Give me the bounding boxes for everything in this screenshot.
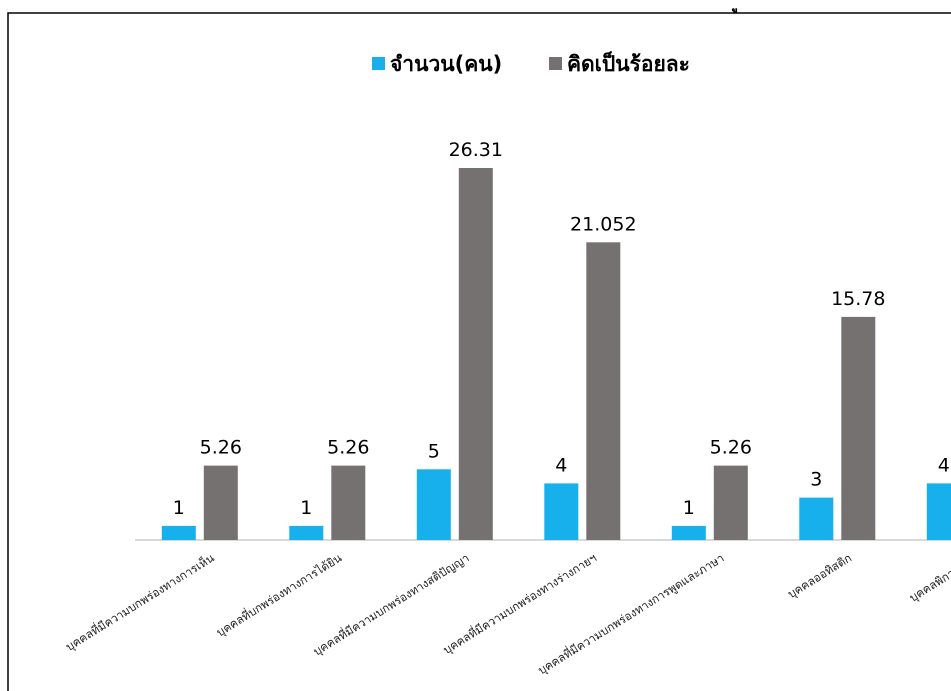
bar-percent-0 — [204, 466, 238, 540]
data-label-percent-4: 5.26 — [710, 437, 752, 459]
legend-swatch-percent — [549, 57, 562, 70]
bar-percent-2 — [459, 168, 493, 540]
bar-count-2 — [417, 469, 451, 540]
data-label-count-5: 3 — [810, 469, 822, 491]
legend-label-percent: คิดเป็นร้อยละ — [567, 50, 690, 76]
legend-swatch-count — [372, 57, 385, 70]
data-label-percent-1: 5.26 — [327, 437, 369, 459]
data-label-count-1: 1 — [300, 497, 312, 519]
bar-percent-1 — [331, 466, 365, 540]
bar-count-3 — [544, 483, 578, 540]
data-label-percent-5: 15.78 — [831, 288, 885, 310]
bar-count-0 — [162, 526, 196, 540]
bar-count-6 — [927, 483, 951, 540]
data-label-count-3: 4 — [555, 454, 567, 476]
data-label-count-6: 4 — [938, 454, 950, 476]
data-label-count-2: 5 — [428, 440, 440, 462]
bar-count-4 — [672, 526, 706, 540]
bar-count-5 — [799, 498, 833, 540]
data-label-count-0: 1 — [173, 497, 185, 519]
data-label-percent-3: 21.052 — [570, 213, 636, 235]
bar-percent-4 — [714, 466, 748, 540]
bar-count-1 — [289, 526, 323, 540]
data-label-count-4: 1 — [683, 497, 695, 519]
bar-percent-3 — [586, 242, 620, 540]
bar-percent-5 — [841, 317, 875, 540]
legend-label-count: จำนวน(คน) — [390, 52, 502, 76]
data-label-percent-0: 5.26 — [200, 437, 242, 459]
data-label-percent-2: 26.31 — [449, 139, 503, 161]
